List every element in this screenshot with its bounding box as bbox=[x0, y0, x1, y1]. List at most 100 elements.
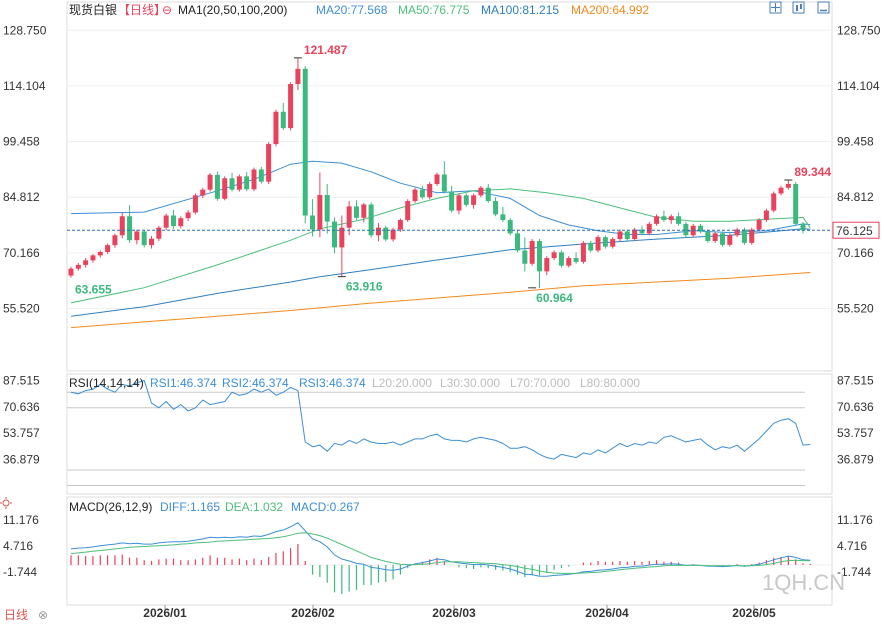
ma200-value: MA200:64.992 bbox=[571, 3, 649, 17]
candle-down bbox=[573, 258, 579, 262]
candle-up bbox=[83, 260, 89, 265]
candle-up bbox=[771, 193, 777, 211]
time-label: 2026/02 bbox=[291, 606, 335, 620]
chart-type-icon[interactable] bbox=[792, 1, 805, 14]
settings-sun-icon[interactable] bbox=[0, 497, 12, 509]
candle-up bbox=[566, 258, 572, 266]
candle-down bbox=[536, 240, 542, 272]
candle-down bbox=[127, 216, 133, 241]
price-tick-left: 99.458 bbox=[3, 135, 40, 149]
candle-down bbox=[302, 68, 308, 216]
tab-close-icon[interactable]: ⊗ bbox=[38, 608, 48, 622]
period-tab-label[interactable]: 日线 bbox=[4, 608, 28, 622]
candle-down bbox=[419, 189, 425, 198]
ma-indicator-label[interactable]: MA1(20,50,100,200) bbox=[178, 3, 287, 17]
ma200-line bbox=[70, 272, 811, 329]
macd-tick-right: 11.176 bbox=[837, 513, 873, 527]
macd-axis: 11.176 11.176 4.716 4.716 -1.744 -1.744 bbox=[3, 513, 873, 579]
rsi-axis: 87.515 87.515 70.636 70.636 53.757 53.757 36.8… bbox=[3, 374, 874, 467]
candle-up bbox=[478, 187, 484, 196]
price-tick-left: 128.750 bbox=[3, 23, 47, 37]
candle-up bbox=[200, 189, 206, 196]
candle-up bbox=[185, 212, 191, 219]
candle-up bbox=[434, 174, 440, 184]
candle-up bbox=[295, 68, 301, 85]
ma50-line bbox=[70, 188, 811, 304]
candle-down bbox=[332, 221, 338, 248]
candle-up bbox=[149, 238, 155, 246]
candle-down bbox=[368, 204, 374, 236]
candle-down bbox=[698, 225, 704, 232]
candle-down bbox=[741, 229, 747, 243]
rsi-line bbox=[70, 379, 811, 460]
macd-header: MACD(26,12,9) DIFF:1.165 DEA:1.032 MACD:… bbox=[69, 500, 360, 514]
macd-histogram bbox=[70, 544, 811, 594]
price-tick-left: 84.812 bbox=[3, 190, 40, 204]
dea-value: DEA:1.032 bbox=[225, 500, 283, 514]
candle-up bbox=[471, 195, 477, 205]
candle-down bbox=[676, 216, 682, 224]
time-axis: 2026/01 2026/02 2026/03 2026/04 2026/05 bbox=[143, 605, 776, 620]
price-tick-left: 55.520 bbox=[3, 302, 40, 316]
candle-up bbox=[595, 237, 601, 251]
candle-down bbox=[800, 223, 806, 231]
candle-down bbox=[324, 194, 330, 222]
candle-up bbox=[785, 183, 791, 188]
current-price-label: 76.125 bbox=[836, 224, 873, 238]
candle-down bbox=[449, 191, 455, 211]
ma20-value: MA20:77.568 bbox=[316, 3, 388, 17]
candle-up bbox=[339, 227, 345, 248]
macd-value: MACD:0.267 bbox=[291, 500, 360, 514]
candle-down bbox=[441, 174, 447, 192]
eye-icon[interactable]: ⊖ bbox=[162, 3, 172, 17]
candle-up bbox=[610, 239, 616, 247]
candle-down bbox=[170, 215, 176, 227]
rsi-tick-right: 87.515 bbox=[837, 374, 874, 388]
rsi1-value: RSI1:46.374 bbox=[150, 376, 217, 390]
period-tab[interactable]: 日线 ⊗ bbox=[4, 608, 48, 622]
candle-down bbox=[229, 178, 235, 190]
candle-up bbox=[236, 176, 242, 190]
candle-down bbox=[463, 195, 469, 205]
candle-down bbox=[705, 231, 711, 241]
candle-up bbox=[361, 204, 367, 218]
toolbar bbox=[769, 1, 830, 14]
candle-up bbox=[178, 218, 184, 227]
rsi1-line bbox=[70, 379, 811, 460]
candle-up bbox=[427, 183, 433, 198]
price-panel[interactable]: 76.125 121.487 63.655 63.916 60.964 89.344 12… bbox=[3, 1, 881, 372]
macd-tick-right: 4.716 bbox=[837, 539, 867, 553]
macd-panel[interactable]: 11.176 11.176 4.716 4.716 -1.744 -1.744 MACD(… bbox=[3, 496, 873, 606]
crosshair-icon[interactable] bbox=[769, 1, 782, 14]
candle-down bbox=[280, 111, 286, 129]
rsi-panel[interactable]: 87.515 87.515 70.636 70.636 53.757 53.757 36.8… bbox=[3, 373, 874, 495]
rsi-level-lines bbox=[67, 391, 805, 487]
candle-down bbox=[661, 216, 667, 221]
price-tick-left: 70.166 bbox=[3, 246, 40, 260]
candle-down bbox=[683, 223, 689, 236]
price-panel-frame bbox=[66, 1, 833, 372]
macd-panel-frame bbox=[66, 496, 833, 606]
candle-up bbox=[90, 255, 96, 261]
candle-down bbox=[558, 252, 564, 266]
rsi-tick-right: 70.636 bbox=[837, 400, 874, 414]
rsi-tick-left: 87.515 bbox=[3, 374, 40, 388]
candle-up bbox=[317, 194, 323, 230]
time-label: 2026/03 bbox=[432, 606, 476, 620]
candle-up bbox=[712, 233, 718, 241]
minimize-icon[interactable] bbox=[817, 1, 830, 14]
macd-lines bbox=[70, 522, 811, 577]
time-label: 2026/05 bbox=[732, 606, 776, 620]
rsi-tick-left: 53.757 bbox=[3, 426, 40, 440]
rsi-tick-right: 36.879 bbox=[837, 452, 874, 466]
candle-down bbox=[500, 214, 506, 221]
price-annotations: 76.125 121.487 63.655 63.916 60.964 89.344 bbox=[67, 43, 880, 305]
macd-label: MACD(26,12,9) bbox=[69, 500, 152, 514]
candle-up bbox=[580, 242, 586, 262]
extreme-label: 63.916 bbox=[346, 280, 383, 294]
candle-up bbox=[456, 195, 462, 211]
candle-up bbox=[551, 252, 557, 259]
candle-up bbox=[68, 268, 74, 276]
